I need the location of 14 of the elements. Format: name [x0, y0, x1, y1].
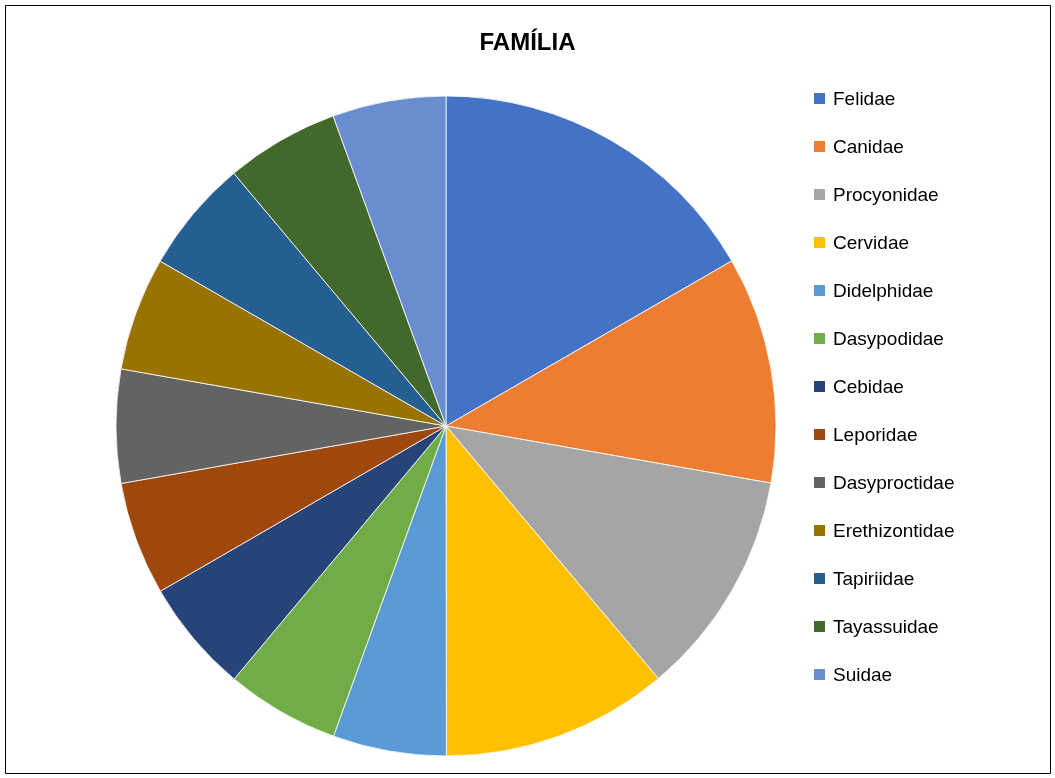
- legend-label: Dasyproctidae: [833, 471, 955, 493]
- legend-label: Dasypodidae: [833, 327, 944, 349]
- legend-label: Leporidae: [833, 423, 918, 445]
- legend-label: Cebidae: [833, 375, 904, 397]
- legend-label: Suidae: [833, 663, 893, 685]
- legend-label: Cervidae: [833, 231, 910, 253]
- legend-label: Procyonidae: [833, 183, 939, 205]
- legend-label: Erethizontidae: [833, 519, 955, 541]
- legend-label: Canidae: [833, 135, 904, 157]
- chart-title: FAMÍLIA: [479, 28, 576, 55]
- legend-label: Felidae: [833, 87, 896, 109]
- legend-label: Tapiriidae: [833, 567, 915, 589]
- legend-label: Tayassuidae: [833, 615, 939, 637]
- legend-label: Didelphidae: [833, 279, 934, 301]
